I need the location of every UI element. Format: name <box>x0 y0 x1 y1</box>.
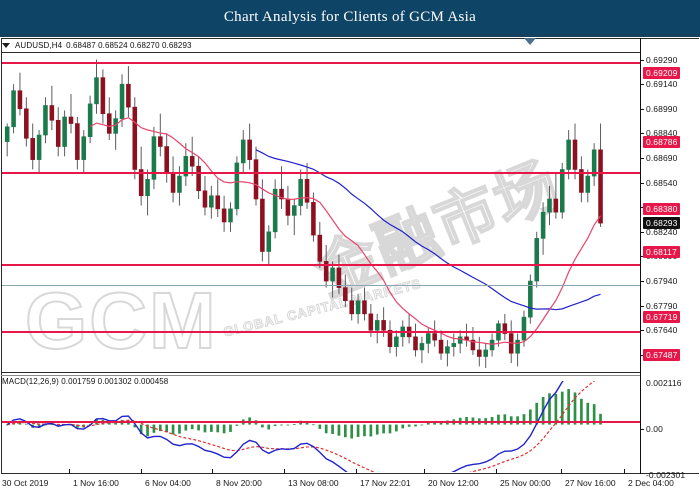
header-separator <box>1 52 640 53</box>
price-level-badge-resistance: 0.69209 <box>643 66 681 79</box>
macd-tick-label: 0.00 <box>646 424 663 434</box>
time-tick-label: 2 Dec 04:00 <box>628 478 674 488</box>
pane-separator-bottom <box>1 375 640 376</box>
page-title: Chart Analysis for Clients of GCM Asia <box>223 8 477 25</box>
level-line-0.68786 <box>2 172 640 174</box>
time-tick <box>424 469 425 474</box>
price-tick <box>640 354 644 356</box>
title-rule <box>0 34 700 37</box>
title-bar: Chart Analysis for Clients of GCM Asia <box>0 0 700 34</box>
price-tick <box>640 59 644 61</box>
chart-top-marker-icon <box>524 38 536 45</box>
price-tick <box>640 158 644 159</box>
macd-tick-label: -0.002301 <box>646 470 686 480</box>
time-tick-label: 13 Nov 08:00 <box>288 478 339 488</box>
time-tick-label: 30 Oct 2019 <box>2 478 49 488</box>
candlestick-svg <box>4 59 603 368</box>
price-tick <box>640 133 644 135</box>
price-tick <box>640 281 644 283</box>
macd-svg <box>5 381 602 472</box>
time-axis-line <box>1 473 640 474</box>
time-tick <box>284 469 285 474</box>
level-line-0.69209 <box>2 62 640 64</box>
price-level-badge-resistance: 0.68380 <box>643 202 681 215</box>
level-line-0.67487 <box>2 421 640 423</box>
price-level-badge-support: 0.68117 <box>643 246 680 258</box>
level-line-0.68117 <box>2 331 640 333</box>
price-tick <box>640 256 644 258</box>
time-tick <box>561 469 562 474</box>
macd-bar: MACD(12,26,9) 0.001759 0.001302 0.000458 <box>2 376 168 387</box>
chevron-down-icon[interactable] <box>2 43 10 48</box>
price-tick <box>640 330 644 332</box>
price-tick-label: 0.67640 <box>646 325 678 336</box>
price-tick <box>640 305 644 307</box>
price-tick <box>640 207 644 209</box>
price-tick-label: 0.68840 <box>646 128 678 139</box>
time-tick <box>356 469 357 474</box>
ohlc-values: 0.68487 0.68524 0.68270 0.68293 <box>66 41 192 50</box>
price-level-badge-support: 0.67719 <box>643 311 681 324</box>
macd-pane <box>2 381 640 472</box>
time-tick-label: 6 Nov 04:00 <box>145 478 191 488</box>
current-price-line <box>2 285 640 286</box>
price-level-badge-support: 0.67487 <box>643 349 681 362</box>
time-tick-label: 25 Nov 00:00 <box>500 478 551 488</box>
level-line-0.68380 <box>2 264 640 266</box>
time-tick <box>212 469 213 474</box>
price-tick-label: 0.69140 <box>646 79 678 90</box>
price-tick <box>640 108 644 110</box>
price-tick-label: 0.69290 <box>646 54 678 65</box>
price-level-badge-current-price: 0.68293 <box>643 217 681 230</box>
macd-tick <box>640 429 644 430</box>
macd-tick-label: 0.002116 <box>646 378 682 388</box>
time-tick <box>69 469 70 474</box>
price-tick-label: 0.68690 <box>646 153 678 163</box>
price-plot <box>2 53 640 368</box>
price-tick-label: 0.67940 <box>646 276 678 287</box>
price-tick-label: 0.67790 <box>646 300 678 311</box>
price-tick <box>640 84 644 86</box>
price-level-badge-resistance: 0.68786 <box>643 136 681 149</box>
time-tick-label: 20 Nov 12:00 <box>428 478 479 488</box>
price-tick-label: 0.68990 <box>646 103 678 114</box>
macd-label: MACD(12,26,9) 0.001759 0.001302 0.000458 <box>2 377 169 386</box>
time-tick-label: 27 Nov 16:00 <box>565 478 616 488</box>
time-tick <box>141 469 142 474</box>
time-tick-label: 17 Nov 22:01 <box>360 478 411 488</box>
price-tick-label: 0.68540 <box>646 177 678 188</box>
price-axis-line <box>640 38 641 474</box>
pane-separator-top <box>1 372 640 373</box>
price-tick <box>640 182 644 184</box>
symbol-bar: AUDUSD,H4 0.68487 0.68524 0.68270 0.6829… <box>2 40 192 51</box>
time-tick-label: 8 Nov 20:00 <box>216 478 262 488</box>
time-tick-label: 1 Nov 16:00 <box>73 478 119 488</box>
time-tick <box>624 469 625 474</box>
price-tick-label: 0.68240 <box>646 226 678 237</box>
symbol-label: AUDUSD,H4 <box>15 41 63 50</box>
price-tick <box>640 231 644 233</box>
time-tick <box>496 469 497 474</box>
